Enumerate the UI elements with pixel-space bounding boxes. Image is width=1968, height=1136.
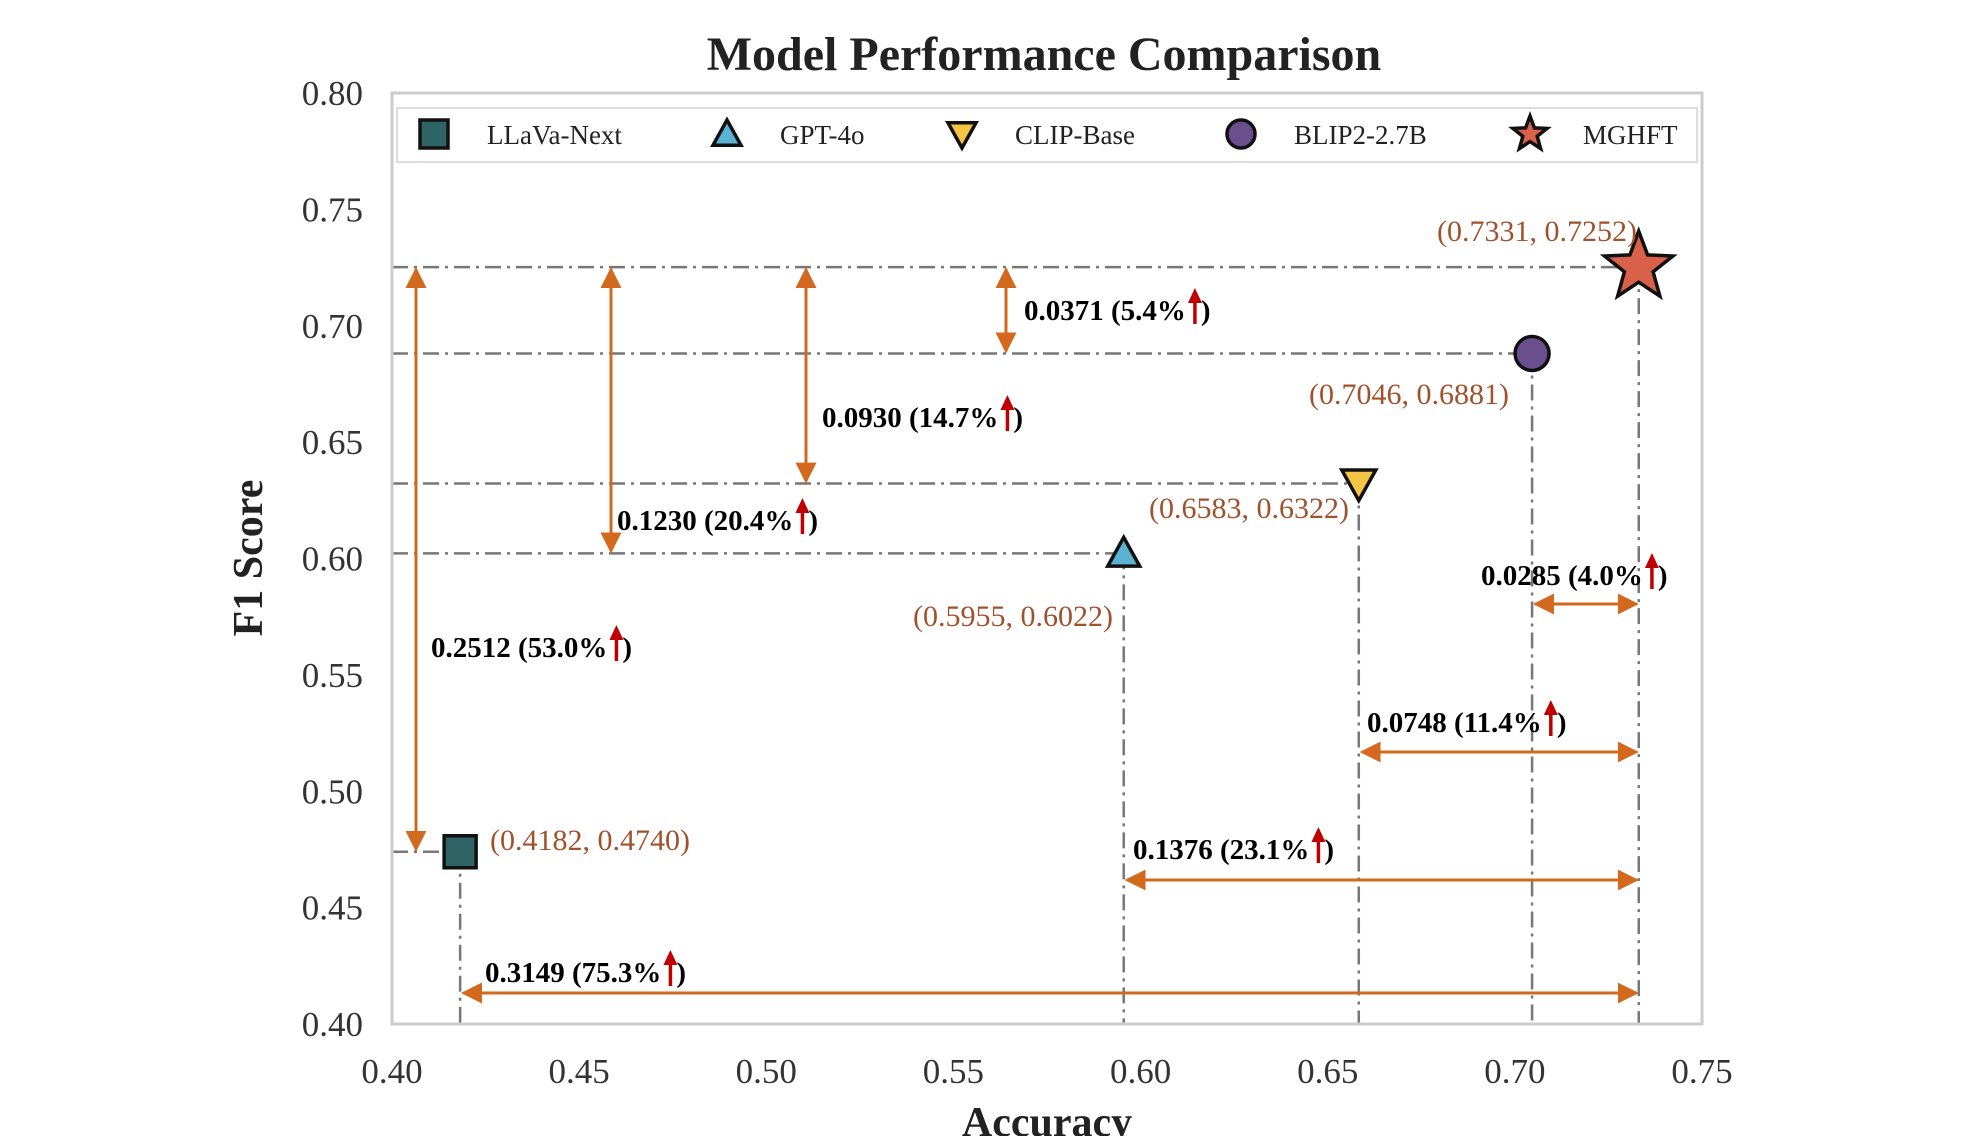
increase-arrow-head [795, 498, 810, 513]
x-tick-label: 0.45 [549, 1052, 610, 1091]
blip2-coordinate-label: (0.7046, 0.6881) [1309, 378, 1509, 411]
x-axis-label: Accuracy [962, 1100, 1132, 1136]
difference-label-close: ) [1658, 560, 1668, 592]
y-axis-label: F1 Score [226, 480, 272, 637]
increase-arrow-icon [1644, 553, 1659, 589]
clip-coordinate-label: (0.6583, 0.6322) [1149, 492, 1349, 525]
y-tick-labels: 0.40 0.45 0.50 0.55 0.60 0.65 0.70 0.75 0.80 [302, 74, 363, 1044]
difference-label: 0.0930 (14.7% [822, 402, 998, 434]
difference-label: 0.1376 (23.1% [1133, 834, 1309, 866]
y-tick-label: 0.65 [302, 423, 363, 462]
y-tick-label: 0.50 [302, 772, 363, 811]
difference-label-close: ) [1013, 402, 1023, 434]
legend-gpt4o-marker [710, 116, 744, 147]
increase-arrow-icon [795, 498, 810, 534]
difference-label: 0.1230 (20.4% [617, 505, 793, 537]
llava-coordinate-label: (0.4182, 0.4740) [490, 824, 690, 857]
increase-arrow-icon [1311, 827, 1326, 863]
plot-frame [390, 91, 1704, 1026]
increase-arrow-head [1543, 700, 1558, 715]
mghft-marker [1599, 226, 1678, 301]
difference-label: 0.0748 (11.4% [1367, 707, 1542, 739]
legend-clip-marker [945, 121, 979, 152]
legend: LLaVa-Next GPT-4o CLIP-Base BLIP2-2.7B MGHFT [396, 107, 1698, 163]
y-tick-label: 0.80 [302, 74, 363, 113]
x-tick-label: 0.50 [736, 1052, 797, 1091]
increase-arrow-icon [663, 950, 678, 986]
mghft-coordinate-label: (0.7331, 0.7252) [1437, 215, 1637, 248]
legend-mghft-marker [1508, 110, 1552, 153]
y-tick-label: 0.60 [302, 540, 363, 579]
chart-title: Model Performance Comparison [707, 28, 1382, 81]
y-tick-label: 0.75 [302, 190, 363, 229]
legend-blip2-marker [1225, 118, 1257, 150]
difference-label-close: ) [1557, 707, 1567, 739]
legend-box [396, 107, 1698, 163]
legend-clip-label: CLIP-Base [1015, 120, 1135, 150]
increase-arrow-icon [609, 625, 624, 661]
legend-mghft-label: MGHFT [1583, 120, 1678, 150]
difference-label: 0.0371 (5.4% [1024, 295, 1186, 327]
gpt4o-coordinate-label: (0.5955, 0.6022) [913, 600, 1113, 633]
legend-blip2-label: BLIP2-2.7B [1294, 120, 1427, 150]
difference-label: 0.3149 (75.3% [485, 957, 661, 989]
x-tick-label: 0.75 [1671, 1052, 1732, 1091]
difference-label: 0.2512 (53.0% [431, 632, 607, 664]
x-tick-labels: 0.40 0.45 0.50 0.55 0.60 0.65 0.70 0.75 [361, 1052, 1732, 1091]
increase-arrow-icon [1187, 288, 1202, 324]
y-tick-label: 0.45 [302, 889, 363, 928]
clip-marker [1338, 468, 1379, 505]
difference-arrows [405, 266, 1639, 1004]
increase-arrow-icon [1543, 700, 1558, 736]
legend-llava-marker [418, 118, 450, 150]
increase-arrow-icon [1000, 395, 1015, 431]
y-tick-label: 0.55 [302, 656, 363, 695]
difference-label-close: ) [1201, 295, 1211, 327]
data-markers [442, 226, 1678, 870]
blip2-marker [1513, 334, 1551, 373]
increase-arrow-head [663, 950, 678, 965]
y-tick-label: 0.70 [302, 307, 363, 346]
increase-arrow-head [1644, 553, 1659, 568]
increase-arrow-head [1000, 395, 1015, 410]
legend-gpt4o-label: GPT-4o [780, 120, 865, 150]
difference-label: 0.0285 (4.0% [1481, 560, 1643, 592]
difference-label-close: ) [808, 505, 818, 537]
increase-arrow-head [1187, 288, 1202, 303]
difference-label-close: ) [622, 632, 632, 664]
x-tick-label: 0.55 [923, 1052, 984, 1091]
increase-arrow-head [1311, 827, 1326, 842]
annotations: 0.0371 (5.4%) 0.0930 (14.7%) 0.1230 (20.4%… [431, 215, 1668, 989]
x-tick-label: 0.70 [1484, 1052, 1545, 1091]
x-tick-label: 0.65 [1297, 1052, 1358, 1091]
gpt4o-marker [1104, 533, 1143, 568]
llava-marker [442, 834, 478, 870]
y-tick-label: 0.40 [302, 1005, 363, 1044]
legend-llava-label: LLaVa-Next [487, 120, 622, 150]
x-tick-label: 0.60 [1110, 1052, 1171, 1091]
increase-arrow-head [609, 625, 624, 640]
x-tick-label: 0.40 [361, 1052, 422, 1091]
difference-label-close: ) [1324, 834, 1334, 866]
difference-label-close: ) [676, 957, 686, 989]
